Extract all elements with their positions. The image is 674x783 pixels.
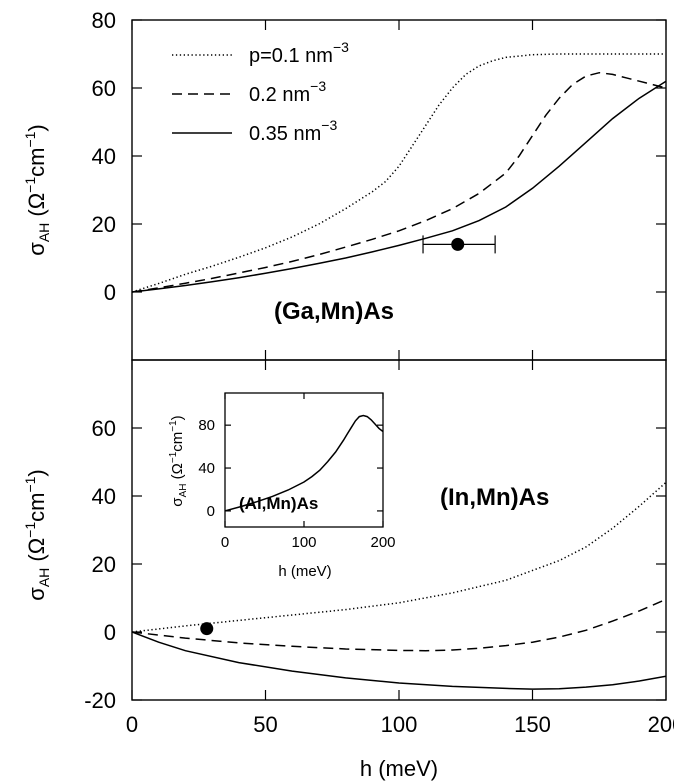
top-panel-label: (Ga,Mn)As (274, 298, 394, 325)
series-line-p02-dashed (132, 598, 666, 652)
y-title-sup2: −1 (22, 476, 38, 492)
x-tick-label: 50 (253, 712, 277, 737)
y-tick-label: 40 (92, 484, 116, 509)
y-tick-label: 40 (92, 144, 116, 169)
y-tick-label: 40 (198, 460, 215, 477)
y-title-close: ) (169, 415, 186, 420)
x-tick-label: 200 (648, 712, 674, 737)
y-title-close: ) (24, 124, 49, 131)
y-title-mid: cm (169, 432, 186, 452)
x-axis-title: h (meV) (360, 756, 438, 781)
x-tick-label: 100 (291, 534, 316, 551)
bottom-curves (132, 481, 666, 690)
y-tick-label: 20 (92, 212, 116, 237)
y-tick-label: 20 (92, 552, 116, 577)
x-tick-label: 200 (370, 534, 395, 551)
y-tick-label: 0 (104, 280, 116, 305)
y-title-sym: σ (24, 242, 49, 256)
inset-frame (224, 392, 384, 528)
series-line-p01-dotted (132, 53, 666, 293)
legend-label-sup: −3 (310, 78, 326, 94)
y-title-open: (Ω (169, 463, 186, 483)
y-tick-label: 0 (207, 503, 215, 520)
series-line-p035-solid (132, 80, 666, 293)
inset-y-axis-title: σAH (Ω−1cm−1) (168, 415, 189, 506)
inset-curves (225, 414, 383, 512)
data-point-marker (200, 622, 214, 636)
y-tick-label: 60 (92, 416, 116, 441)
top-ticks: 80 60 40 20 0 (92, 8, 667, 360)
y-tick-label: 0 (104, 620, 116, 645)
series-line-p-solid (225, 414, 383, 512)
bottom-panel-label: (In,Mn)As (440, 484, 549, 511)
top-curves (132, 53, 666, 293)
y-title-mid: cm (24, 148, 49, 177)
y-title-sup1: −1 (168, 451, 179, 463)
y-tick-label: -20 (84, 688, 116, 713)
inset-ticks: 80 40 00 100 200 (198, 393, 396, 551)
y-title-sup2: −1 (22, 131, 38, 147)
legend-label-text: p=0.1 nm (249, 45, 333, 67)
top-y-axis-title: σAH (Ω−1cm−1) (22, 124, 52, 256)
y-title-open: (Ω (24, 193, 49, 223)
x-tick-label: 0 (126, 712, 138, 737)
y-tick-label: 80 (92, 8, 116, 33)
legend-label: p=0.1 nm−3 (249, 39, 349, 67)
legend-label-sup: −3 (333, 39, 349, 55)
y-tick-label: 80 (198, 417, 215, 434)
y-title-close: ) (24, 469, 49, 476)
legend: p=0.1 nm−30.2 nm−30.35 nm−3 (172, 39, 349, 145)
y-title-sym: σ (24, 587, 49, 601)
bottom-data-point-group (200, 622, 214, 636)
x-tick-label: 150 (514, 712, 551, 737)
y-title-mid: cm (24, 493, 49, 522)
y-title-sub: AH (36, 223, 52, 242)
inset-panel-label: (Al,Mn)As (239, 494, 318, 513)
y-title-sup1: −1 (22, 522, 38, 538)
bottom-plot-frame (131, 359, 667, 701)
top-plot-frame (131, 19, 667, 361)
series-line-p035-solid (132, 631, 666, 690)
y-tick-label: 60 (92, 76, 116, 101)
legend-label-text: 0.2 nm (249, 84, 310, 106)
inset-x-axis-title: h (meV) (278, 563, 331, 580)
legend-label-sup: −3 (321, 117, 337, 133)
y-title-open: (Ω (24, 538, 49, 568)
series-line-p02-dashed (132, 71, 666, 293)
legend-label: 0.35 nm−3 (249, 117, 337, 145)
data-point-marker (451, 237, 465, 251)
y-title-sup1: −1 (22, 177, 38, 193)
y-title-sub: AH (178, 484, 189, 498)
x-tick-label: 100 (381, 712, 418, 737)
y-title-sym: σ (169, 497, 186, 507)
y-title-sup2: −1 (168, 420, 179, 432)
y-title-sub: AH (36, 568, 52, 587)
bottom-y-axis-title: σAH (Ω−1cm−1) (22, 469, 52, 601)
top-data-point-group (422, 235, 496, 254)
legend-label: 0.2 nm−3 (249, 78, 326, 106)
x-tick-label: 0 (221, 534, 229, 551)
legend-label-text: 0.35 nm (249, 123, 321, 145)
